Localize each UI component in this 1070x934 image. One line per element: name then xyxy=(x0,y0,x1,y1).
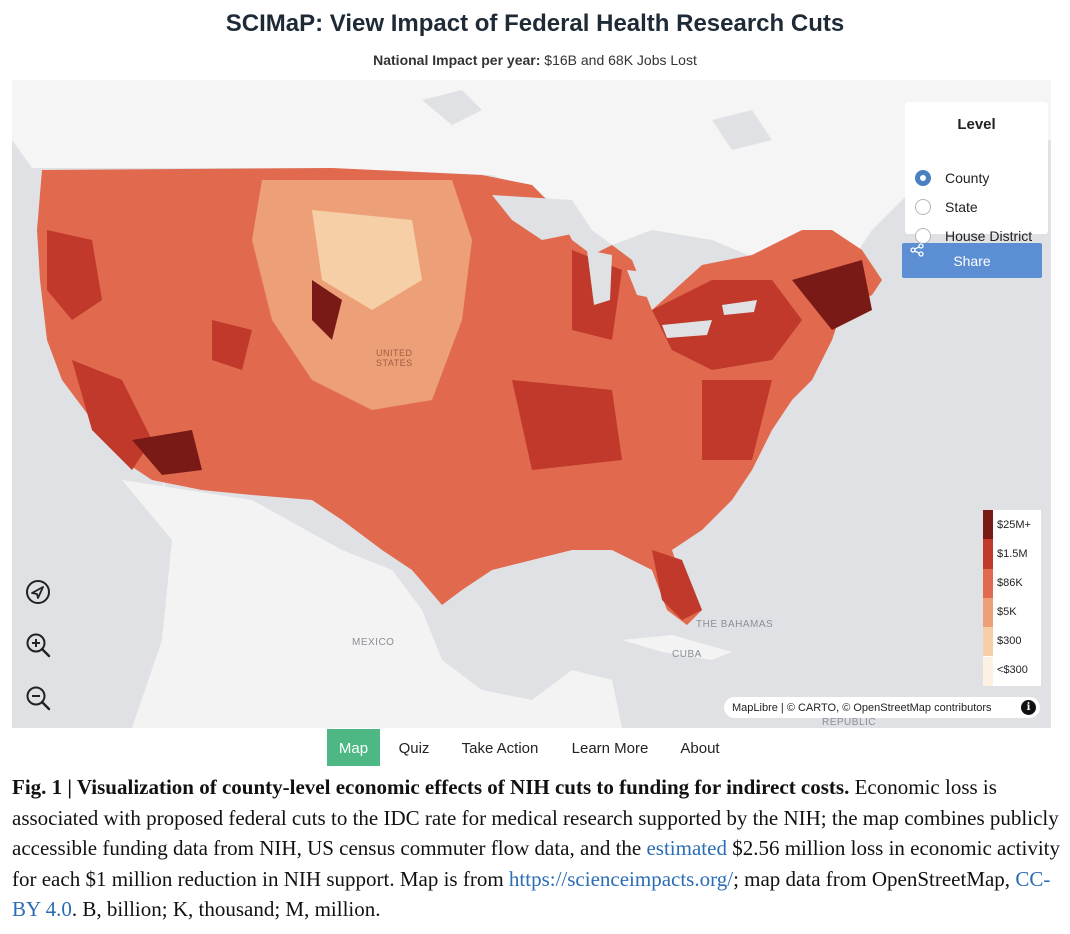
map-canvas[interactable] xyxy=(12,80,1051,728)
nav-map[interactable]: Map xyxy=(327,729,380,766)
label-cuba: CUBA xyxy=(672,649,702,660)
nav-learn-more[interactable]: Learn More xyxy=(571,740,649,757)
level-panel: Level County State House District xyxy=(905,102,1048,244)
level-option-label: House District xyxy=(945,228,1033,244)
label-republic: REPUBLIC xyxy=(822,717,877,728)
level-option-county[interactable]: County xyxy=(915,168,989,188)
legend-label: $86K xyxy=(997,577,1023,589)
locate-icon[interactable] xyxy=(24,578,52,606)
subtitle-value: $16B and 68K Jobs Lost xyxy=(540,52,697,68)
subtitle-label: National Impact per year: xyxy=(373,52,541,68)
legend-label: <$300 xyxy=(997,664,1028,676)
legend-swatch xyxy=(983,627,993,657)
nav-quiz[interactable]: Quiz xyxy=(398,740,430,757)
radio-state[interactable] xyxy=(915,199,931,215)
share-icon xyxy=(910,243,924,257)
nav-take-action[interactable]: Take Action xyxy=(461,740,539,757)
map-attribution: MapLibre | © CARTO, © OpenStreetMap cont… xyxy=(724,697,1040,718)
figure-caption: Fig. 1 | Visualization of county-level e… xyxy=(12,772,1062,925)
map-view[interactable]: UNITED STATES MEXICO THE BAHAMAS CUBA RE… xyxy=(12,80,1051,728)
level-option-state[interactable]: State xyxy=(915,197,978,217)
caption-text: $2.56 million loss in economic activity … xyxy=(12,836,1061,891)
radio-county[interactable] xyxy=(915,170,931,186)
link-scienceimpacts[interactable]: https://scienceimpacts.org/ xyxy=(508,866,734,891)
label-united-states: UNITED STATES xyxy=(376,348,413,368)
level-option-label: State xyxy=(945,199,978,215)
level-title: Level xyxy=(957,116,996,133)
level-option-label: County xyxy=(945,170,990,186)
legend-label: $1.5M xyxy=(997,548,1028,560)
legend-label: $5K xyxy=(997,606,1017,618)
nav-about[interactable]: About xyxy=(680,740,720,757)
link-estimated[interactable]: estimated xyxy=(646,836,727,860)
share-label: Share xyxy=(953,252,991,269)
label-mexico: MEXICO xyxy=(352,637,395,648)
legend-swatch xyxy=(983,539,993,569)
label-bahamas: THE BAHAMAS xyxy=(696,619,774,630)
legend-label: $300 xyxy=(997,635,1022,647)
figure-label: Fig. 1 | Visualization of county-level e… xyxy=(12,775,850,799)
legend-swatch xyxy=(983,656,993,686)
legend-swatch xyxy=(983,597,993,628)
legend-swatch xyxy=(983,510,993,540)
info-icon[interactable]: i xyxy=(1021,700,1036,715)
legend-label: $25M+ xyxy=(997,519,1031,531)
share-button[interactable]: Share xyxy=(902,243,1042,278)
legend-swatch xyxy=(983,568,993,598)
caption-text: Economic loss is associated with propose… xyxy=(12,775,1059,860)
map-legend: $25M+ $1.5M $86K $5K $300 <$300 xyxy=(983,510,1041,686)
app-title: SCIMaP: View Impact of Federal Health Re… xyxy=(225,10,845,37)
national-impact-subtitle: National Impact per year: $16B and 68K J… xyxy=(0,52,1070,68)
attribution-text: MapLibre | © CARTO, © OpenStreetMap cont… xyxy=(732,701,992,714)
zoom-out-icon[interactable] xyxy=(24,684,52,712)
link-license[interactable]: CC-BY 4.0 xyxy=(12,866,1051,922)
main-nav: Map Quiz Take Action Learn More About xyxy=(0,729,1070,766)
radio-house-district[interactable] xyxy=(915,228,931,244)
zoom-in-icon[interactable] xyxy=(24,631,52,659)
caption-text: ; map data from OpenStreetMap, xyxy=(733,866,1016,891)
caption-text: . B, billion; K, thousand; M, million. xyxy=(71,897,381,921)
